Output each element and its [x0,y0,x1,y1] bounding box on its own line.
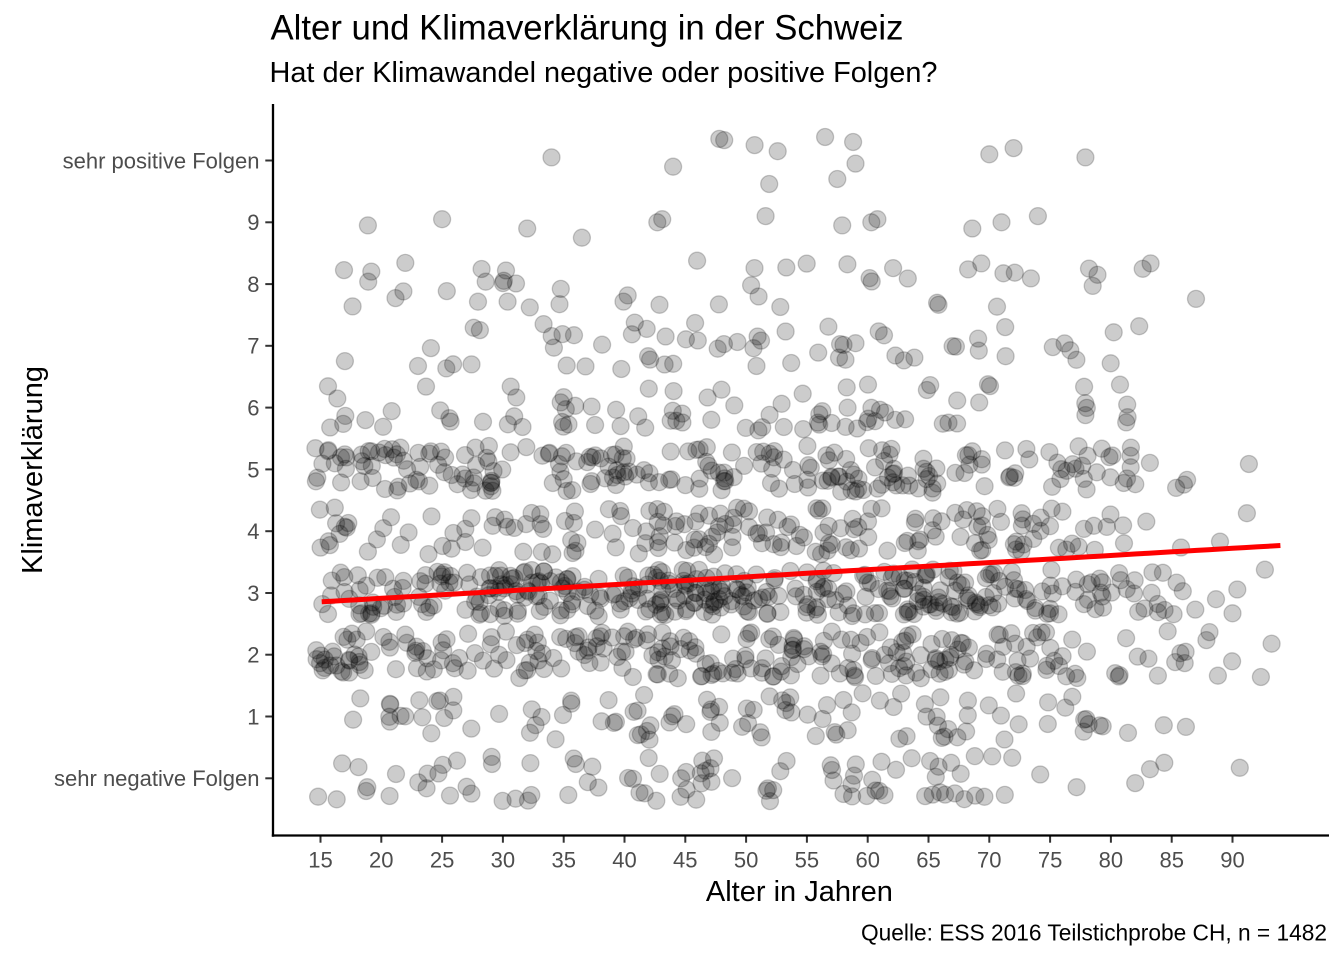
svg-text:6: 6 [247,396,259,421]
svg-text:1: 1 [247,704,259,729]
svg-text:9: 9 [247,210,259,235]
svg-text:Alter in Jahren: Alter in Jahren [706,876,893,908]
svg-text:4: 4 [247,519,259,544]
svg-text:35: 35 [551,847,575,872]
svg-text:25: 25 [430,847,454,872]
svg-text:75: 75 [1038,847,1062,872]
svg-text:30: 30 [491,847,515,872]
svg-text:sehr positive Folgen: sehr positive Folgen [63,148,260,173]
svg-text:15: 15 [308,847,332,872]
svg-text:70: 70 [977,847,1001,872]
svg-text:7: 7 [247,334,259,359]
svg-text:5: 5 [247,457,259,482]
svg-text:Quelle: ESS 2016 Teilstichprob: Quelle: ESS 2016 Teilstichprobe CH, n = … [861,920,1327,946]
svg-text:65: 65 [916,847,940,872]
svg-text:Hat der Klimawandel negative o: Hat der Klimawandel negative oder positi… [270,57,938,89]
svg-text:45: 45 [673,847,697,872]
svg-text:80: 80 [1099,847,1123,872]
svg-text:55: 55 [795,847,819,872]
svg-text:Klimaverklärung: Klimaverklärung [17,366,49,574]
svg-text:2: 2 [247,643,259,668]
svg-text:85: 85 [1159,847,1183,872]
svg-text:90: 90 [1220,847,1244,872]
svg-text:3: 3 [247,581,259,606]
svg-text:sehr negative Folgen: sehr negative Folgen [54,766,259,791]
svg-text:50: 50 [734,847,758,872]
svg-text:60: 60 [855,847,879,872]
svg-text:20: 20 [369,847,393,872]
svg-text:8: 8 [247,272,259,297]
svg-text:Alter und Klimaverklärung in d: Alter und Klimaverklärung in der Schweiz [271,9,904,48]
svg-text:40: 40 [612,847,636,872]
